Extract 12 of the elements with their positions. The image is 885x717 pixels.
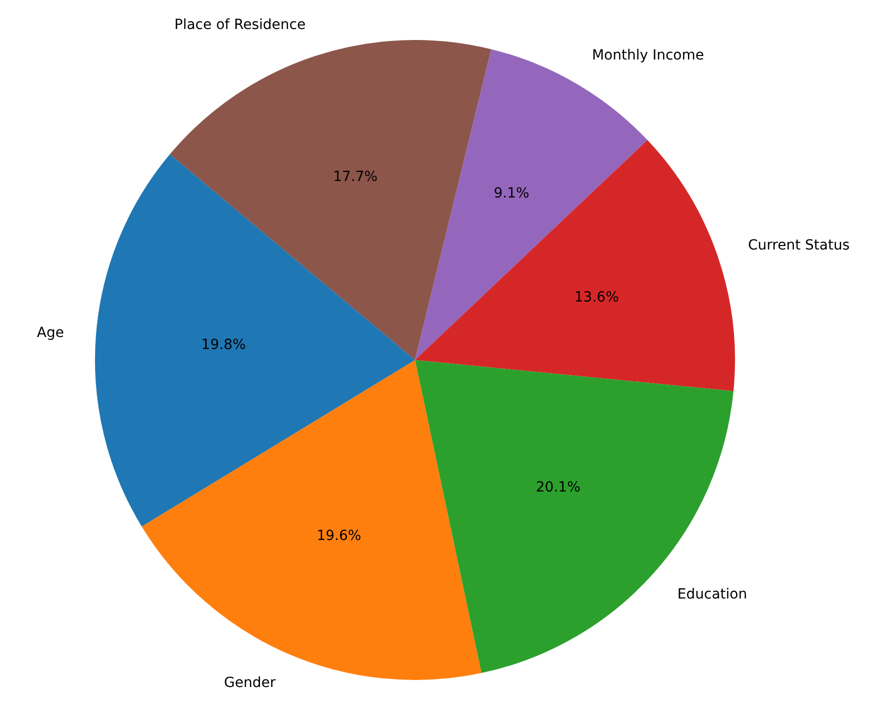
data-label: 13.6% xyxy=(574,289,619,306)
data-label: 20.1% xyxy=(536,480,580,496)
slice-label: Place of Residence xyxy=(174,17,306,34)
slice-label: Age xyxy=(36,325,64,342)
slice-label: Gender xyxy=(224,674,276,691)
slice-label: Monthly Income xyxy=(592,47,704,64)
slice-label: Current Status xyxy=(748,238,850,254)
slice-label: Education xyxy=(677,586,748,602)
data-label: 17.7% xyxy=(333,169,378,186)
data-label: 9.1% xyxy=(494,186,530,202)
data-label: 19.8% xyxy=(201,337,246,354)
data-label: 19.6% xyxy=(316,528,362,544)
